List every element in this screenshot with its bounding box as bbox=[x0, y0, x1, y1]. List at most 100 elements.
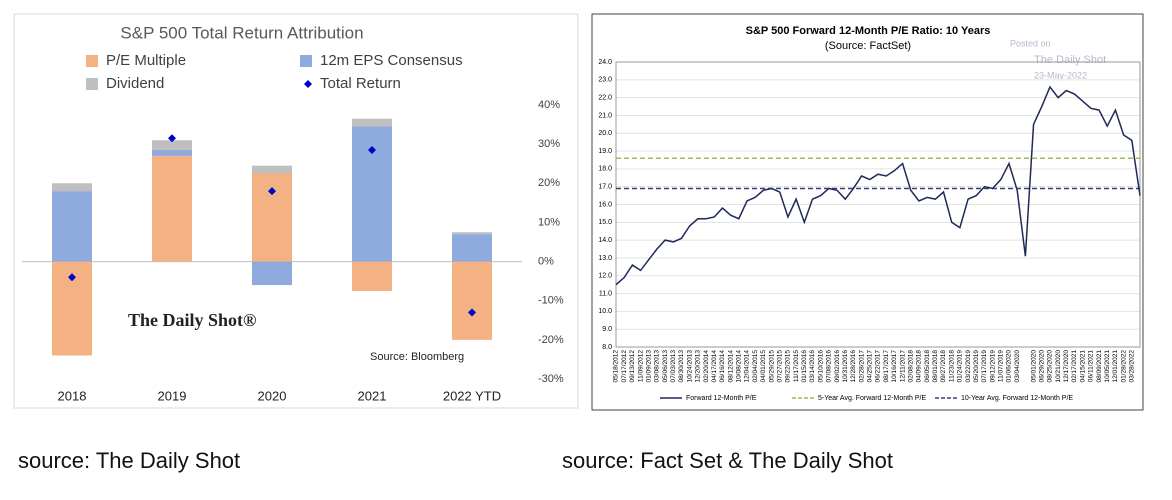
x-tick-label: 02/20/2014 bbox=[703, 350, 710, 383]
x-tick-label: 2020 bbox=[258, 388, 287, 403]
left-chart-frame bbox=[13, 13, 579, 409]
total-return-marker bbox=[68, 273, 76, 282]
legend-label: Forward 12-Month P/E bbox=[686, 395, 757, 402]
x-tick-label: 03/08/2013 bbox=[654, 350, 661, 383]
x-tick-label: 07/27/2015 bbox=[776, 350, 783, 383]
legend-swatch bbox=[86, 78, 98, 90]
x-tick-label: 07/03/2013 bbox=[670, 350, 677, 383]
x-tick-label: 08/12/2014 bbox=[727, 350, 734, 383]
x-tick-label: 08/30/2013 bbox=[678, 350, 685, 383]
y-tick-label: 10% bbox=[538, 216, 560, 228]
caption: source: Fact Set & The Daily Shot bbox=[562, 448, 893, 473]
x-tick-label: 03/14/2016 bbox=[809, 350, 816, 383]
x-tick-label: 10/31/2016 bbox=[842, 350, 849, 383]
plot-border bbox=[615, 61, 1141, 348]
x-tick-label: 01/09/2013 bbox=[645, 350, 652, 383]
bar-segment bbox=[452, 234, 492, 262]
x-tick-label: 07/08/2016 bbox=[826, 350, 833, 383]
x-tick-label: 04/17/2014 bbox=[711, 350, 718, 383]
x-tick-label: 05/06/2013 bbox=[662, 350, 669, 383]
x-tick-label: 10/05/2021 bbox=[1104, 350, 1111, 383]
total-return-marker bbox=[468, 308, 476, 317]
x-tick-label: 12/01/2021 bbox=[1112, 350, 1119, 383]
bar-segment bbox=[152, 140, 192, 151]
y-tick-label: 17.0 bbox=[598, 184, 612, 191]
watermark: The Daily Shot bbox=[1034, 54, 1106, 66]
y-tick-label: 24.0 bbox=[598, 59, 612, 66]
x-tick-label: 08/09/2021 bbox=[1096, 350, 1103, 383]
y-tick-label: 21.0 bbox=[598, 112, 612, 119]
x-tick-label: 2019 bbox=[158, 388, 187, 403]
total-return-marker bbox=[368, 146, 376, 155]
x-tick-label: 04/25/2017 bbox=[867, 350, 874, 383]
y-tick-label: 14.0 bbox=[598, 237, 612, 244]
x-tick-label: 03/04/2020 bbox=[1014, 350, 1021, 383]
bar-segment bbox=[352, 261, 392, 291]
legend-marker bbox=[304, 80, 312, 88]
x-tick-label: 11/23/2018 bbox=[948, 350, 955, 382]
x-tick-label: 12/11/2017 bbox=[899, 350, 906, 382]
legend-label: 10-Year Avg. Forward 12-Month P/E bbox=[961, 395, 1073, 402]
y-tick-label: -30% bbox=[538, 373, 564, 385]
y-tick-label: -10% bbox=[538, 295, 564, 307]
x-tick-label: 01/28/2022 bbox=[1120, 350, 1127, 383]
y-tick-label: -20% bbox=[538, 334, 564, 346]
bar-segment bbox=[252, 261, 292, 286]
x-tick-label: 12/28/2016 bbox=[850, 350, 857, 383]
bar-segment bbox=[152, 150, 192, 156]
x-tick-label: 04/09/2018 bbox=[916, 350, 923, 383]
x-tick-label: 06/29/2020 bbox=[1038, 350, 1045, 383]
bar-segment bbox=[252, 173, 292, 262]
pe-line bbox=[615, 85, 1141, 286]
y-tick-label: 15.0 bbox=[598, 219, 612, 226]
x-tick-label: 09/12/2019 bbox=[989, 350, 996, 383]
x-tick-label: 2018 bbox=[58, 388, 87, 403]
y-tick-label: 12.0 bbox=[598, 273, 612, 280]
total-return-marker bbox=[168, 134, 176, 143]
legend-label: 12m EPS Consensus bbox=[320, 52, 463, 69]
x-tick-label: 06/05/2018 bbox=[924, 350, 931, 383]
x-tick-label: 06/22/2017 bbox=[875, 350, 882, 383]
y-tick-label: 30% bbox=[538, 138, 560, 150]
y-tick-label: 19.0 bbox=[598, 148, 612, 155]
x-tick-label: 05/20/2019 bbox=[973, 350, 980, 383]
left-chart-title: S&P 500 Total Return Attribution bbox=[120, 23, 363, 42]
x-tick-label: 2022 YTD bbox=[443, 388, 501, 403]
y-tick-label: 11.0 bbox=[599, 290, 612, 297]
bar-segment bbox=[352, 118, 392, 127]
x-tick-label: 11/09/2012 bbox=[637, 350, 644, 382]
x-tick-label: 03/28/2022 bbox=[1129, 350, 1136, 383]
x-tick-label: 05/10/2016 bbox=[817, 350, 824, 383]
y-tick-label: 8.0 bbox=[602, 344, 612, 351]
y-tick-label: 40% bbox=[538, 99, 560, 111]
bar-segment bbox=[52, 191, 92, 262]
x-tick-label: 10/16/2017 bbox=[891, 350, 898, 383]
y-tick-label: 16.0 bbox=[598, 201, 612, 208]
x-tick-label: 01/24/2019 bbox=[957, 350, 964, 383]
x-tick-label: 09/27/2018 bbox=[940, 350, 947, 383]
x-tick-label: 02/04/2015 bbox=[752, 350, 759, 383]
y-tick-label: 23.0 bbox=[598, 77, 612, 84]
source-note: Source: Bloomberg bbox=[370, 351, 464, 363]
legend-label: Dividend bbox=[106, 75, 164, 92]
right-chart-title: S&P 500 Forward 12-Month P/E Ratio: 10 Y… bbox=[746, 25, 991, 37]
watermark: Posted on bbox=[1010, 38, 1051, 48]
legend-swatch bbox=[86, 55, 98, 67]
x-tick-label: 03/22/2019 bbox=[965, 350, 972, 383]
x-tick-label: 08/01/2018 bbox=[932, 350, 939, 383]
legend-label: 5-Year Avg. Forward 12-Month P/E bbox=[818, 395, 926, 402]
legend-label: Total Return bbox=[320, 75, 401, 92]
bar-segment bbox=[52, 183, 92, 192]
x-tick-label: 12/17/2020 bbox=[1063, 350, 1070, 383]
x-tick-label: 08/17/2017 bbox=[883, 350, 890, 383]
x-tick-label: 05/01/2020 bbox=[1030, 350, 1037, 383]
x-tick-label: 05/18/2012 bbox=[613, 350, 620, 383]
x-tick-label: 12/04/2014 bbox=[744, 350, 751, 383]
right-chart-subtitle: (Source: FactSet) bbox=[825, 40, 911, 52]
x-tick-label: 09/02/2016 bbox=[834, 350, 841, 383]
total-return-marker bbox=[268, 187, 276, 196]
x-tick-label: 07/17/2019 bbox=[981, 350, 988, 383]
y-tick-label: 10.0 bbox=[598, 308, 612, 315]
watermark: 23-May-2022 bbox=[1034, 70, 1087, 80]
